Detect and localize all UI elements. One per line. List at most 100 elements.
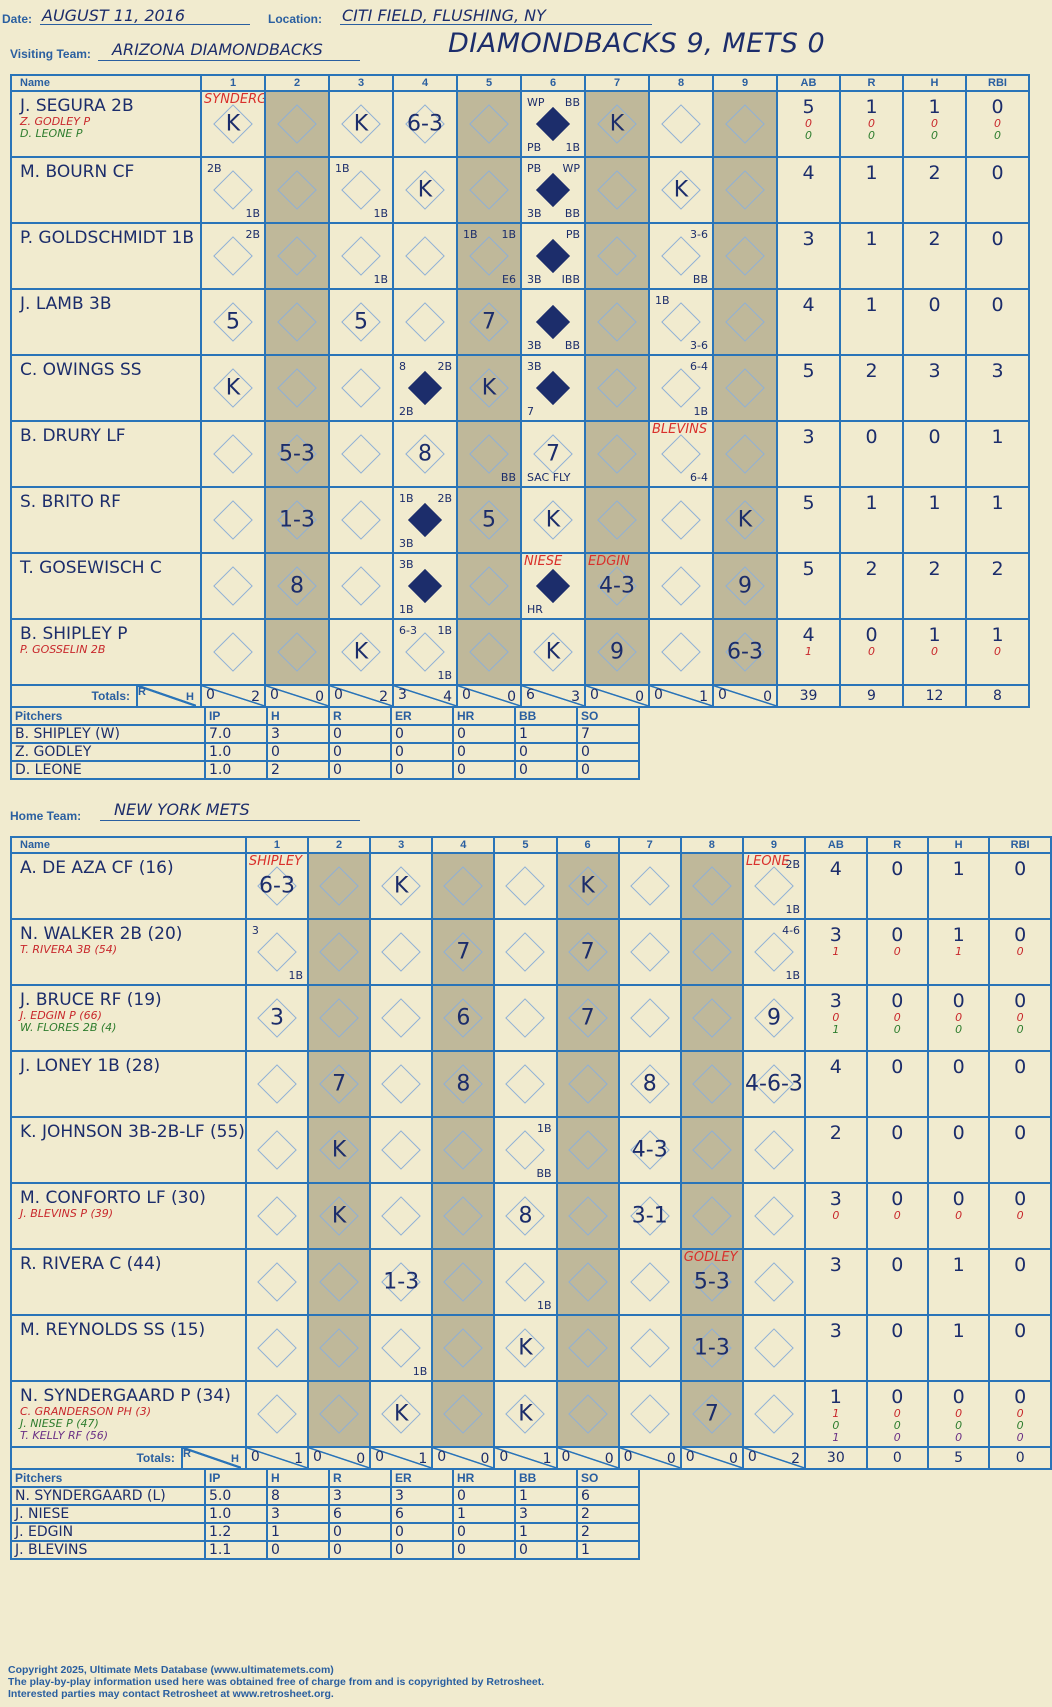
substitute-stat: 0 [893, 1209, 901, 1222]
inning-cell [584, 288, 650, 356]
inning-hits: 0 [356, 1451, 366, 1467]
batter-stat: 0 [991, 228, 1004, 250]
batter-stat: 0 [1014, 1386, 1027, 1408]
pitching-change-note: NIESE [524, 554, 563, 569]
batter-name-cell: C. OWINGS SS [10, 354, 202, 422]
substitute-name: C. GRANDERSON PH (3) [20, 1405, 152, 1418]
inning-runs: 0 [499, 1449, 509, 1465]
inning-cell: 1B [369, 1314, 434, 1382]
base-diamond [567, 1064, 608, 1104]
play-result: 7 [546, 441, 560, 467]
batter-stat-cell: 0 [865, 852, 929, 920]
inning-cell: 6-3 1B 1B [392, 618, 458, 686]
runs-key: R [182, 1448, 191, 1460]
pitcher-stat: 1 [452, 1504, 516, 1524]
team-stat-total: 0 [865, 1446, 929, 1470]
batter-name: J. BRUCE RF (19) [20, 990, 162, 1010]
base-advance-note: 1B [565, 141, 580, 154]
inning-cell [584, 156, 650, 224]
base-diamond [213, 236, 253, 276]
batter-stat: 5 [802, 558, 815, 580]
batter-name-cell: R. RIVERA C (44) [10, 1248, 247, 1316]
batter-stat: 4 [802, 162, 815, 184]
substitute-stat: 0 [955, 1011, 963, 1024]
batter-name-cell: P. GOLDSCHMIDT 1B [10, 222, 202, 290]
inning-cell [584, 354, 650, 422]
base-diamond [213, 566, 253, 606]
inning-cell: 1B 1B [328, 156, 394, 224]
inning-cell: 7 [679, 1380, 744, 1448]
inning-runs: 0 [718, 687, 727, 703]
inning-cell: 4-6-3 [741, 1050, 807, 1118]
base-diamond [725, 104, 765, 144]
inning-hits: 0 [729, 1451, 738, 1467]
base-advance-note: 3B [399, 537, 414, 550]
inning-runs: 0 [654, 687, 663, 703]
base-diamond [319, 1394, 359, 1434]
batter-stat: 2 [991, 558, 1004, 580]
batter-row: C. OWINGS SS K 8 2B 2B K 3B 7 6-4 1B 5 2 3 3 [10, 354, 1030, 422]
base-diamond [213, 434, 253, 474]
base-diamond [257, 1064, 297, 1104]
pitcher-stat: 5.0 [204, 1486, 268, 1506]
inning-hits: 1 [418, 1451, 428, 1467]
inning-cell: K [369, 1380, 434, 1448]
batter-stat-cell: 3 [804, 1314, 868, 1382]
batter-stat: 0 [1014, 1056, 1027, 1078]
batter-stat-cell: 0 [902, 288, 967, 356]
batter-name: K. JOHNSON 3B-2B-LF (55) [20, 1122, 245, 1142]
pitcher-stat: 1.0 [204, 742, 268, 762]
inning-cell [712, 354, 778, 422]
inning-cell [584, 486, 650, 554]
base-diamond [257, 1328, 297, 1368]
team-stat-total: 30 [804, 1446, 868, 1470]
batter-stat: 1 [952, 1320, 965, 1342]
inning-cell [555, 1314, 620, 1382]
pitcher-stat: 0 [328, 1540, 392, 1560]
footer-line-3: Interested parties may contact Retroshee… [8, 1688, 334, 1700]
inning-cell [741, 1182, 807, 1250]
game-date: AUGUST 11, 2016 [42, 6, 186, 25]
stat-column-header: AB [804, 836, 868, 854]
home-team-name: NEW YORK METS [114, 800, 250, 819]
base-advance-note: PB [565, 228, 580, 241]
pitcher-stat: 0 [390, 1522, 454, 1542]
base-diamond [505, 1064, 546, 1104]
play-result: 8 [518, 1203, 533, 1229]
play-result: K [609, 111, 625, 137]
batter-stat: 1 [928, 492, 941, 514]
date-label: Date: [2, 12, 33, 26]
inning-runs: 6 [526, 687, 535, 703]
inning-cell [392, 222, 458, 290]
inning-cell: 6-3 [712, 618, 778, 686]
batter-stat: 3 [829, 1254, 842, 1276]
inning-hits: 1 [699, 689, 708, 705]
inning-cell: 5-3 [264, 420, 330, 488]
inning-cell [456, 618, 522, 686]
pitching-column-header: BB [514, 1468, 578, 1488]
inning-cell [741, 1314, 807, 1382]
batter-stat: 3 [802, 228, 815, 250]
pitcher-name: Z. GODLEY [10, 742, 206, 762]
base-advance-note: 1B [412, 1365, 428, 1378]
base-diamond [692, 998, 732, 1038]
play-result: K [331, 1137, 347, 1163]
inning-cell: 3B 7 [520, 354, 586, 422]
base-diamond [469, 236, 509, 276]
batter-name-cell: J. LAMB 3B [10, 288, 202, 356]
name-column-header: Name [10, 74, 202, 92]
inning-cell: 8 2B 2B [392, 354, 458, 422]
play-result: 5 [226, 309, 240, 335]
base-diamond [661, 434, 701, 474]
batter-stat: 0 [1014, 990, 1027, 1012]
substitute-name: J. EDGIN P (66) [20, 1009, 102, 1022]
substitute-stat: 0 [955, 1023, 963, 1036]
base-advance-note: 2B [207, 162, 222, 175]
base-advance-note: 3B [527, 207, 542, 220]
pitcher-stat: 3 [390, 1486, 454, 1506]
totals-row: Totals: R H 0 1 0 0 0 1 0 0 0 1 0 0 0 0 0 0 0 2 30 0 5 0 [10, 1446, 1052, 1470]
batter-stat-cell: 2 [839, 552, 904, 620]
inning-header: 7 [617, 836, 682, 854]
